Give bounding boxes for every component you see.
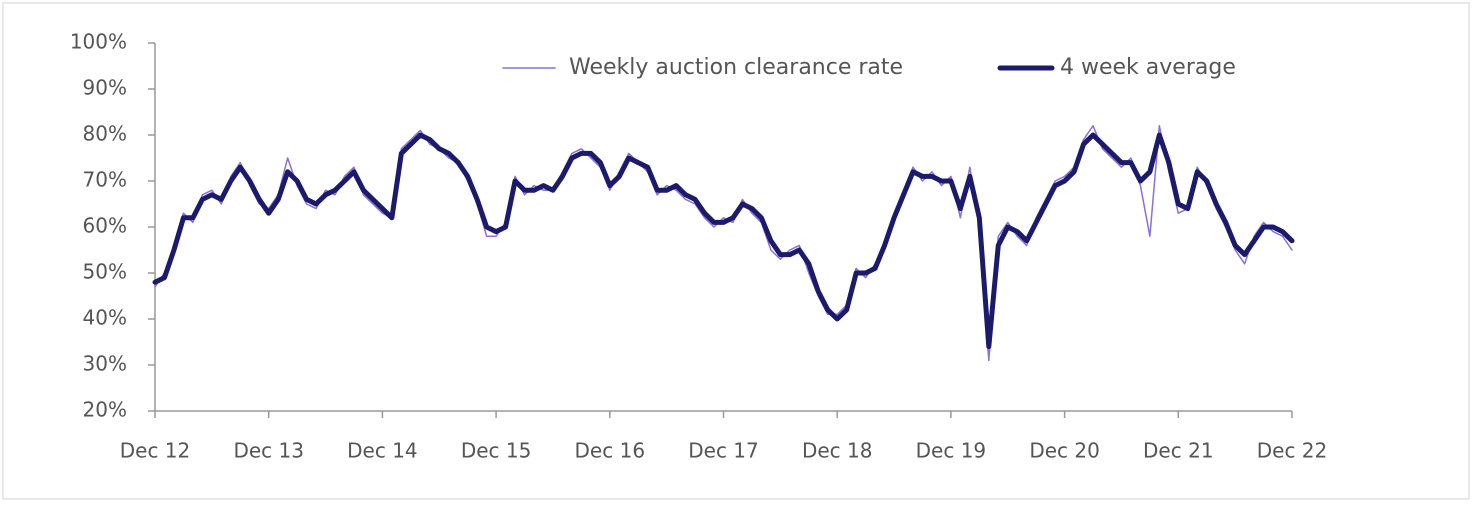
legend-label: 4 week average [1060, 55, 1236, 80]
x-tick-label: Dec 13 [233, 439, 304, 463]
x-tick-label: Dec 21 [1143, 439, 1214, 463]
y-tick-label: 100% [70, 30, 127, 54]
x-tick-label: Dec 17 [688, 439, 759, 463]
x-tick-label: Dec 18 [802, 439, 873, 463]
x-tick-label: Dec 22 [1257, 439, 1328, 463]
chart-frame [2, 2, 1470, 500]
x-tick-label: Dec 15 [461, 439, 532, 463]
x-tick-label: Dec 16 [575, 439, 646, 463]
legend-label: Weekly auction clearance rate [569, 55, 903, 80]
y-tick-label: 60% [83, 214, 127, 238]
series-line [152, 132, 1295, 350]
y-tick-label: 80% [83, 122, 127, 146]
series-line [154, 125, 1293, 362]
x-tick-label: Dec 14 [347, 439, 418, 463]
x-tick-label: Dec 12 [120, 439, 191, 463]
y-tick-label: 30% [83, 352, 127, 376]
x-tick-label: Dec 20 [1029, 439, 1100, 463]
y-tick-label: 20% [83, 398, 127, 422]
y-tick-label: 50% [83, 260, 127, 284]
x-tick-label: Dec 19 [916, 439, 987, 463]
y-tick-label: 70% [83, 168, 127, 192]
y-tick-label: 40% [83, 306, 127, 330]
y-tick-label: 90% [83, 76, 127, 100]
